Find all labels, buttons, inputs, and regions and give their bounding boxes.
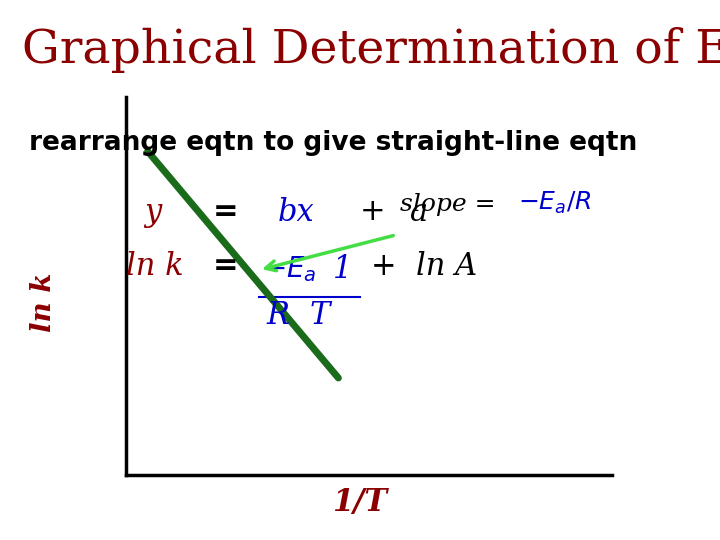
Text: $\mathit{-E_a}$: $\mathit{-E_a}$ bbox=[263, 254, 316, 284]
Text: ln k: ln k bbox=[30, 273, 57, 332]
Text: +  ln A: + ln A bbox=[371, 251, 477, 282]
Text: 1: 1 bbox=[333, 254, 352, 285]
Text: =: = bbox=[212, 251, 238, 280]
Text: Graphical Determination of Ea: Graphical Determination of Ea bbox=[22, 27, 720, 73]
Text: bx: bx bbox=[277, 197, 314, 228]
Text: a: a bbox=[410, 197, 428, 228]
Text: +: + bbox=[360, 197, 386, 226]
Text: 1/T: 1/T bbox=[333, 488, 387, 518]
Text: ln k: ln k bbox=[126, 251, 184, 282]
Text: slope =: slope = bbox=[400, 193, 503, 216]
Text: y: y bbox=[144, 197, 161, 228]
Text: T: T bbox=[310, 300, 330, 330]
Text: rearrange eqtn to give straight-line eqtn: rearrange eqtn to give straight-line eqt… bbox=[29, 130, 637, 156]
Text: $\mathit{-E_a/R}$: $\mathit{-E_a/R}$ bbox=[518, 190, 592, 216]
Text: R: R bbox=[266, 300, 289, 330]
Text: =: = bbox=[212, 197, 238, 226]
